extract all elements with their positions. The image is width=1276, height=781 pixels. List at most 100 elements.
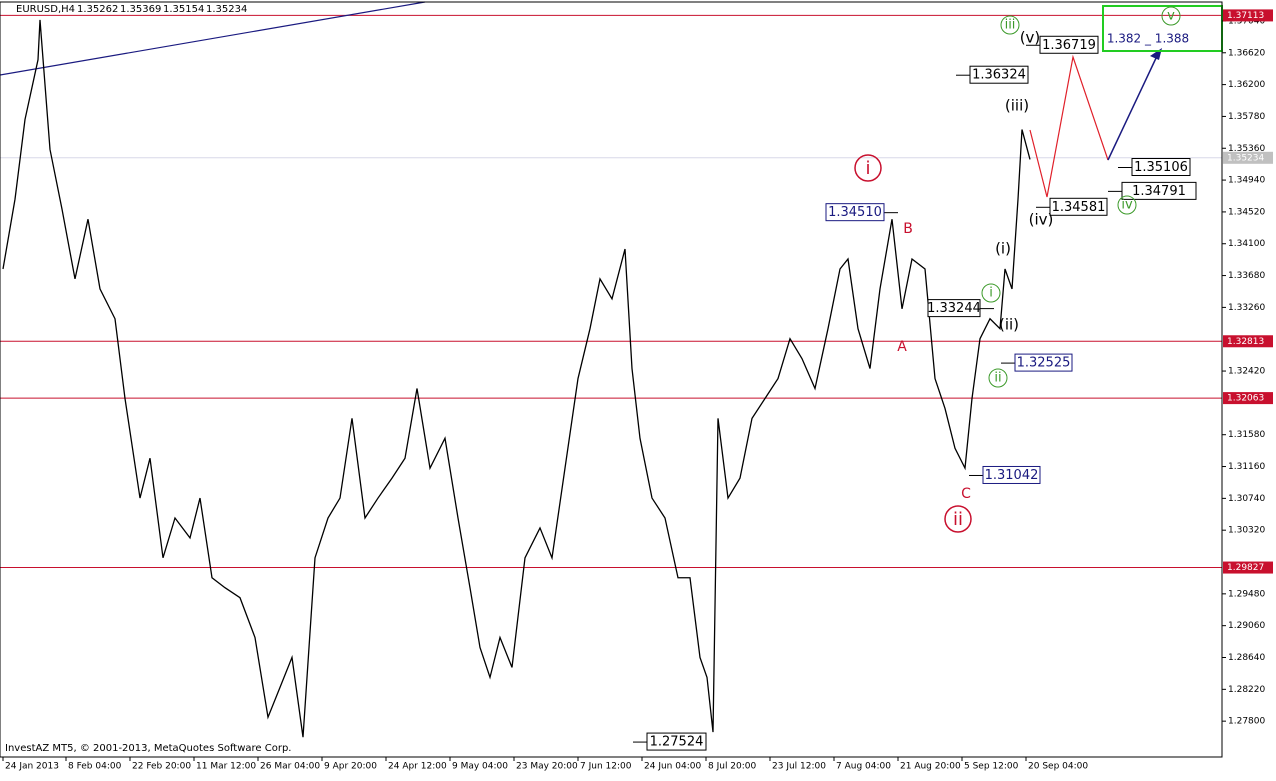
x-tick-label: 9 Apr 20:00	[324, 762, 377, 772]
y-tick-label: 1.31160	[1228, 462, 1265, 472]
price-box	[982, 465, 1041, 484]
quote-value: 1.35262	[77, 4, 118, 15]
wave-label: (iv)	[1029, 211, 1054, 229]
price-label: 1.34510	[828, 205, 882, 220]
y-tick-label: 1.31580	[1228, 430, 1265, 440]
level-label: 1.32813	[1227, 337, 1264, 347]
x-tick-label: 8 Feb 04:00	[68, 762, 122, 772]
y-tick-label: 1.33260	[1228, 303, 1265, 313]
price-box	[969, 65, 1029, 84]
price-box	[1121, 181, 1197, 200]
x-tick-label: 7 Jun 12:00	[580, 762, 632, 772]
wave-circle	[1000, 15, 1020, 35]
current-price-tag	[1223, 151, 1273, 164]
wave-label: (v)	[1020, 29, 1041, 47]
price-box	[1014, 353, 1073, 372]
wave-circle	[981, 283, 1001, 303]
level-label: 1.37113	[1227, 11, 1264, 21]
wave-label: (ii)	[999, 316, 1019, 334]
wave-label: ii	[953, 509, 963, 530]
x-tick-label: 23 Jul 12:00	[772, 762, 826, 772]
price-box	[825, 203, 885, 222]
y-tick-label: 1.29060	[1228, 621, 1265, 631]
level-label: 1.32063	[1227, 394, 1264, 404]
y-tick-label: 1.34520	[1228, 207, 1265, 217]
y-tick-label: 1.27800	[1228, 717, 1265, 727]
y-tick-label: 1.37040	[1228, 16, 1265, 26]
x-tick-label: 11 Mar 12:00	[196, 762, 256, 772]
wave-label: (iii)	[1005, 97, 1029, 115]
projection	[1029, 54, 1109, 198]
x-tick-label: 8 Jul 20:00	[708, 762, 757, 772]
y-tick-label: 1.32420	[1228, 367, 1265, 377]
plot-frame	[0, 1, 1223, 758]
wave-label: i	[989, 286, 993, 301]
price-label: 1.34581	[1052, 200, 1106, 215]
wave-circle	[1161, 6, 1181, 26]
price-box	[1131, 158, 1191, 177]
level-tag	[1223, 561, 1273, 574]
x-tick-label: 26 Mar 04:00	[260, 762, 320, 772]
levels	[0, 14, 1222, 569]
wave-label: v	[1167, 9, 1175, 24]
x-tick-label: 22 Feb 20:00	[132, 762, 191, 772]
level-label: 1.29827	[1227, 563, 1264, 573]
wave-label: (i)	[995, 240, 1011, 258]
level-tag	[1223, 335, 1273, 348]
x-tick-label: 24 Jan 2013	[5, 762, 59, 772]
y-tick-label: 1.35780	[1228, 112, 1265, 122]
wave-label: iv	[1121, 198, 1133, 213]
x-tick-label: 7 Aug 04:00	[836, 762, 891, 772]
price-box	[927, 299, 981, 318]
price-label: 1.34791	[1132, 184, 1186, 199]
quote-value: 1.35234	[206, 4, 247, 15]
wave-circle	[1117, 195, 1137, 215]
x-tick-label: 20 Sep 04:00	[1028, 762, 1088, 772]
price-label: 1.36324	[972, 68, 1026, 83]
x-tick-label: 23 May 20:00	[516, 762, 578, 772]
price-label: 1.32525	[1017, 356, 1071, 371]
projection-arrow	[1107, 55, 1158, 161]
price-label: 1.27524	[650, 735, 704, 750]
chart-title: EURUSD,H4	[16, 4, 75, 15]
y-tick-label: 1.36620	[1228, 48, 1265, 58]
y-tick-label: 1.34940	[1228, 176, 1265, 186]
wave-label: C	[961, 486, 971, 502]
price-box	[1039, 35, 1099, 54]
price-box	[646, 732, 707, 751]
x-tick-label: 24 Apr 12:00	[388, 762, 447, 772]
price-labels: 1.36719 1.36324 1.35106 1.34791 1.34581 1.345…	[633, 35, 1197, 751]
level-tag	[1223, 392, 1273, 405]
y-tick-label: 1.30320	[1228, 526, 1265, 536]
y-tick-label: 1.33680	[1228, 271, 1265, 281]
y-tick-label: 1.28640	[1228, 653, 1265, 663]
series	[2, 19, 1031, 738]
x-tick-label: 9 May 04:00	[452, 762, 508, 772]
wave-label: B	[903, 221, 913, 237]
wave-label: iii	[1005, 18, 1016, 33]
target-text: 1.382 _ 1.388	[1107, 32, 1189, 46]
level-tag	[1223, 9, 1273, 22]
y-tick-label: 1.28220	[1228, 685, 1265, 695]
price-label: 1.33244	[927, 301, 981, 316]
x-tick-label: 21 Aug 20:00	[900, 762, 961, 772]
trend-line	[0, 1, 426, 76]
x-tick-label: 24 Jun 04:00	[644, 762, 701, 772]
y-tick-label: 1.36200	[1228, 80, 1265, 90]
price-label: 1.31042	[985, 468, 1039, 483]
y-tick-label: 1.35360	[1228, 144, 1265, 154]
axes: 1.35262 1.35369 1.35154 1.352341.370401.366…	[2, 4, 1273, 772]
wave-label: i	[865, 158, 870, 179]
y-tick-label: 1.30740	[1228, 494, 1265, 504]
x-tick-label: 5 Sep 12:00	[964, 762, 1019, 772]
price-label: 1.35106	[1134, 160, 1188, 175]
wave-circle	[944, 505, 972, 533]
price-box	[1049, 197, 1108, 216]
price-line	[2, 19, 1031, 738]
y-tick-label: 1.34100	[1228, 239, 1265, 249]
y-tick-label: 1.29480	[1228, 589, 1265, 599]
wave-circle	[988, 368, 1008, 388]
wave-label: A	[897, 339, 907, 355]
wave-label: ii	[994, 371, 1001, 386]
